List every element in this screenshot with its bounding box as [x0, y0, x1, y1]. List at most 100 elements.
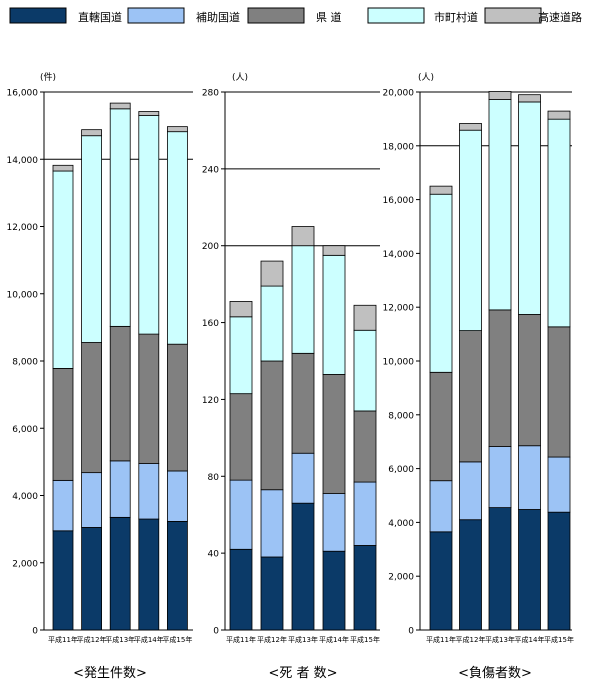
chart1-ytick-label-2: 4,000	[12, 492, 38, 502]
legend-swatch-5	[484, 7, 542, 24]
chart3-bar-2-seg-2	[459, 461, 482, 521]
chart2-bar-4-seg-2	[322, 493, 346, 552]
chart2-bar-3-seg-4	[291, 245, 315, 354]
chart3-ytick-label-5: 10,000	[383, 358, 415, 368]
chart3-ytick-label-8: 16,000	[383, 196, 415, 206]
chart1-ytick-label-7: 14,000	[7, 156, 39, 166]
chart2-title: <死 者 数>	[268, 666, 337, 681]
chart3-ytick-label-0: 0	[408, 627, 414, 637]
chart2-bar-4-seg-1	[322, 550, 346, 631]
chart2-unit-label: (人)	[232, 72, 248, 83]
chart2-bar-4-seg-4	[322, 254, 346, 375]
chart1-bar-1-seg-3	[52, 367, 74, 481]
chart2-bar-2-seg-3	[260, 360, 284, 491]
chart3-bar-4-seg-4	[518, 101, 541, 315]
chart3-bar-1-seg-3	[429, 371, 453, 482]
chart3-bar-4-seg-2	[518, 445, 541, 510]
chart1-ytick-label-0: 0	[32, 627, 38, 637]
chart2-ytick-label-7: 280	[202, 89, 219, 99]
chart1-bar-3-seg-4	[109, 108, 131, 327]
legend-swatch-3	[247, 7, 305, 24]
chart1-ytick-label-1: 2,000	[12, 559, 38, 569]
chart3-bar-1-seg-5	[429, 185, 453, 195]
chart2-ytick-label-0: 0	[213, 627, 219, 637]
chart1-bar-4-seg-2	[138, 463, 160, 520]
legend-swatch-1	[9, 7, 67, 24]
chart2-bar-1-seg-3	[229, 393, 253, 481]
chart2-ytick-label-4: 160	[202, 319, 219, 329]
chart3-ytick-label-1: 2,000	[388, 573, 414, 583]
chart2-bar-3-seg-2	[291, 452, 315, 504]
chart1-unit-label: (件)	[40, 71, 56, 83]
chart3-xtick-label-5: 平成15年	[544, 635, 574, 644]
chart3-bar-2-seg-4	[459, 129, 482, 332]
chart1-bar-3-seg-3	[109, 325, 131, 462]
chart2-bar-5-seg-1	[353, 545, 377, 631]
chart1-ytick-label-4: 8,000	[12, 358, 38, 368]
chart1-title: <発生件数>	[73, 666, 147, 681]
chart1-bar-5-seg-1	[166, 520, 188, 631]
legend-swatch-2	[127, 7, 185, 24]
chart3-xtick-label-1: 平成11年	[426, 635, 456, 644]
chart2-xtick-label-5: 平成15年	[350, 635, 380, 644]
legend-label-1: 直轄国道	[78, 10, 122, 24]
chart1-bar-5-seg-4	[166, 131, 188, 345]
chart2-bar-3-seg-3	[291, 352, 315, 454]
chart2-bar-1-seg-5	[229, 301, 253, 318]
chart3-bar-5-seg-2	[547, 456, 571, 513]
chart2-ytick-label-5: 200	[202, 242, 219, 252]
chart2-bar-2-seg-1	[260, 556, 284, 631]
chart3-xtick-label-2: 平成12年	[456, 635, 486, 644]
chart2-ytick-label-3: 120	[202, 396, 219, 406]
chart1-ytick-label-8: 16,000	[7, 89, 39, 99]
chart3-ytick-label-2: 4,000	[388, 519, 414, 529]
chart1-xtick-label-1: 平成11年	[48, 635, 78, 644]
chart2-bar-2-seg-4	[260, 285, 284, 362]
chart3-unit-label: (人)	[418, 72, 434, 83]
chart2-bar-1-seg-4	[229, 316, 253, 395]
chart3-bar-2-seg-5	[459, 123, 482, 131]
chart2-bar-2-seg-5	[260, 260, 284, 287]
chart3-title: <負傷者数>	[458, 666, 532, 681]
chart1-bar-4-seg-3	[138, 333, 160, 464]
chart3-ytick-label-10: 20,000	[383, 89, 415, 99]
chart3-bar-5-seg-3	[547, 326, 571, 458]
chart2-xtick-label-1: 平成11年	[226, 635, 256, 644]
chart3-bar-5-seg-5	[547, 110, 571, 120]
chart3-bar-3-seg-4	[488, 99, 512, 311]
chart3-bar-1-seg-2	[429, 480, 453, 533]
chart1-ytick-label-5: 10,000	[7, 290, 39, 300]
chart3-bar-3-seg-1	[488, 507, 512, 631]
chart1-ytick-label-6: 12,000	[7, 223, 39, 233]
chart1-bar-2-seg-1	[81, 527, 102, 631]
chart3-ytick-label-3: 6,000	[388, 465, 414, 475]
chart3-bar-4-seg-5	[518, 94, 541, 103]
chart2-bar-5-seg-3	[353, 410, 377, 483]
chart1-bar-5-seg-5	[166, 126, 188, 133]
chart2-bar-4-seg-3	[322, 374, 346, 494]
chart2-xtick-label-4: 平成14年	[319, 635, 349, 644]
chart1-bar-5-seg-3	[166, 343, 188, 472]
chart3-xtick-label-3: 平成13年	[485, 635, 515, 644]
chart3-bar-2-seg-3	[459, 330, 482, 463]
chart3-ytick-label-9: 18,000	[383, 142, 415, 152]
chart3-ytick-label-4: 8,000	[388, 411, 414, 421]
legend-label-4: 市町村道	[434, 10, 478, 24]
chart3-bar-3-seg-5	[488, 91, 512, 100]
chart1-bar-1-seg-4	[52, 170, 74, 369]
legend-label-3: 県 道	[316, 10, 342, 24]
chart2-bar-1-seg-2	[229, 479, 253, 550]
chart3-bar-4-seg-3	[518, 314, 541, 447]
chart3-bar-1-seg-1	[429, 531, 453, 631]
legend-swatch-4	[367, 7, 425, 24]
chart1-bar-5-seg-2	[166, 470, 188, 522]
chart1-bar-2-seg-2	[81, 472, 102, 528]
chart2-bar-5-seg-5	[353, 304, 377, 331]
chart3-bar-1-seg-4	[429, 193, 453, 373]
chart2-bar-5-seg-4	[353, 329, 377, 412]
chart3-bar-2-seg-1	[459, 519, 482, 631]
chart2-ytick-label-6: 240	[202, 165, 219, 175]
chart1-bar-1-seg-1	[52, 530, 74, 631]
